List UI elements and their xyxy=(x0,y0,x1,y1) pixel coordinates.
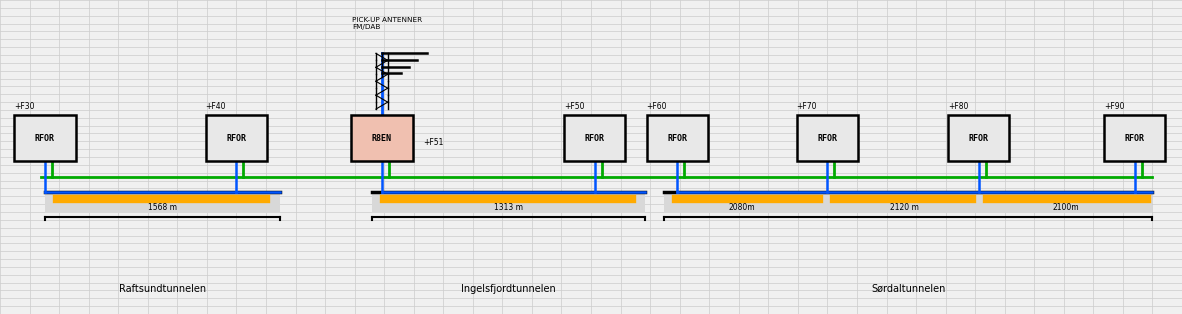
Text: 1568 m: 1568 m xyxy=(148,203,177,212)
FancyBboxPatch shape xyxy=(1104,115,1165,161)
Text: RFOR: RFOR xyxy=(585,134,604,143)
Bar xyxy=(372,192,645,213)
Text: 2120 m: 2120 m xyxy=(890,203,918,212)
FancyBboxPatch shape xyxy=(797,115,858,161)
Text: Ingelsfjordtunnelen: Ingelsfjordtunnelen xyxy=(461,284,557,294)
FancyBboxPatch shape xyxy=(14,115,76,161)
Text: 2100m: 2100m xyxy=(1053,203,1079,212)
Text: +F80: +F80 xyxy=(948,102,968,111)
Bar xyxy=(664,192,1152,213)
Bar xyxy=(45,192,280,213)
Text: Raftsundtunnelen: Raftsundtunnelen xyxy=(119,284,206,294)
Text: +F40: +F40 xyxy=(206,102,226,111)
Text: 1313 m: 1313 m xyxy=(494,203,524,212)
Text: R8EN: R8EN xyxy=(372,134,391,143)
Text: +F30: +F30 xyxy=(14,102,34,111)
Text: +F60: +F60 xyxy=(647,102,667,111)
FancyBboxPatch shape xyxy=(948,115,1009,161)
Text: RFOR: RFOR xyxy=(35,134,54,143)
Text: +F50: +F50 xyxy=(564,102,584,111)
Text: +F51: +F51 xyxy=(423,138,443,147)
Text: RFOR: RFOR xyxy=(969,134,988,143)
Text: RFOR: RFOR xyxy=(227,134,246,143)
Text: 2080m: 2080m xyxy=(729,203,755,212)
Text: Sørdaltunnelen: Sørdaltunnelen xyxy=(871,284,946,294)
FancyBboxPatch shape xyxy=(564,115,625,161)
Text: PICK-UP ANTENNER
FM/DAB: PICK-UP ANTENNER FM/DAB xyxy=(352,17,422,30)
Text: +F90: +F90 xyxy=(1104,102,1124,111)
Text: RFOR: RFOR xyxy=(668,134,687,143)
Text: RFOR: RFOR xyxy=(818,134,837,143)
Text: +F70: +F70 xyxy=(797,102,817,111)
Text: RFOR: RFOR xyxy=(1125,134,1144,143)
FancyBboxPatch shape xyxy=(647,115,708,161)
FancyBboxPatch shape xyxy=(206,115,267,161)
FancyBboxPatch shape xyxy=(351,115,413,161)
